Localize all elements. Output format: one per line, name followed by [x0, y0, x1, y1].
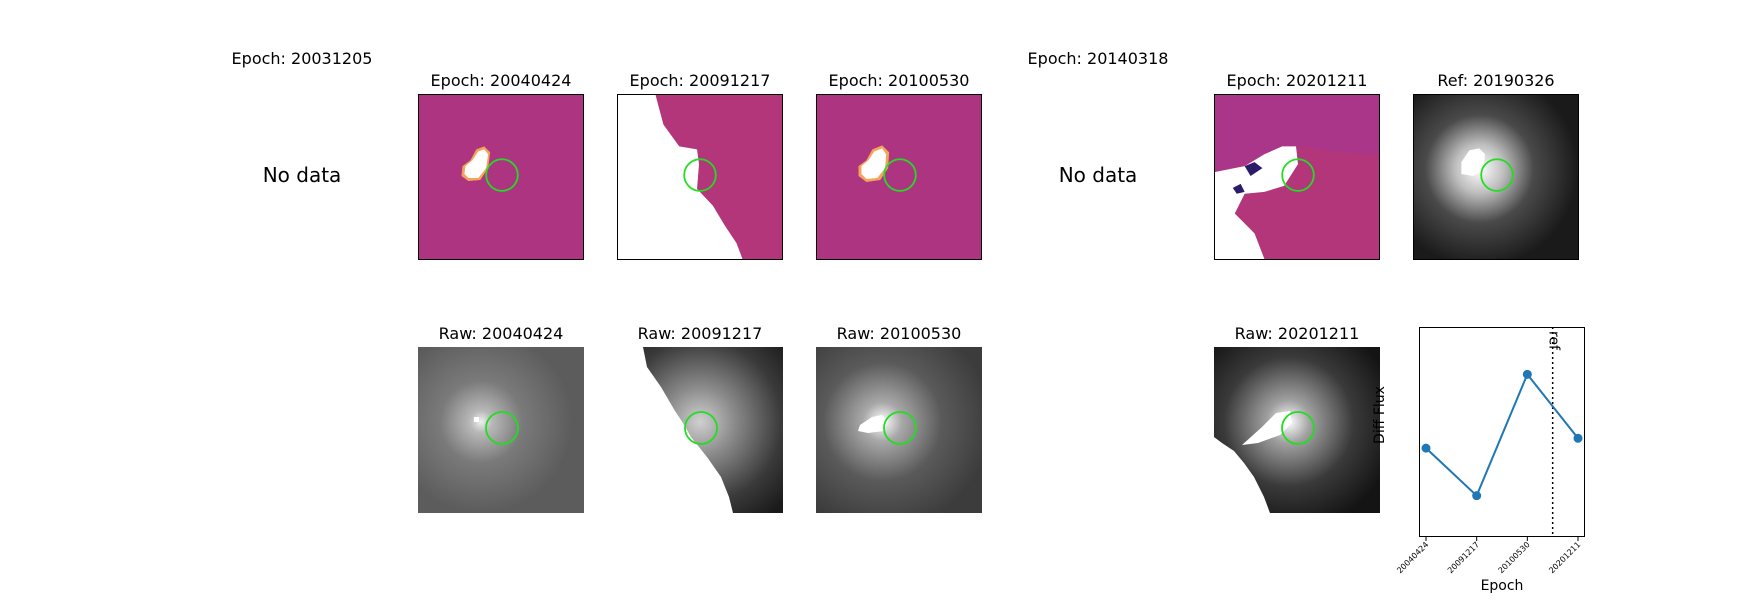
reference-line-label: ref — [1546, 331, 1562, 351]
data-point-20091217 — [1472, 491, 1482, 501]
y-axis-label: Diff Flux — [1372, 386, 1388, 444]
epoch-title-20201211: Epoch: 20201211 — [1226, 71, 1368, 90]
raw-title-20040424: Raw: 20040424 — [438, 324, 564, 343]
diff-image-20100530 — [816, 94, 982, 260]
raw-image-20100530 — [816, 347, 982, 513]
x-axis-ticks: 20040424 20091217 20100530 20201211 — [1395, 537, 1582, 575]
data-point-20100530 — [1522, 369, 1532, 379]
x-tick-label-20091217: 20091217 — [1446, 540, 1481, 575]
epoch-title-20100530: Epoch: 20100530 — [828, 71, 970, 90]
x-tick-label-20040424: 20040424 — [1395, 540, 1430, 575]
x-tick-label-20201211: 20201211 — [1547, 540, 1582, 575]
diff-image-20040424 — [418, 94, 584, 260]
x-axis-label: Epoch — [1480, 578, 1524, 594]
raw-title-20100530: Raw: 20100530 — [836, 324, 962, 343]
diff-image-20091217 — [617, 94, 783, 260]
raw-image-20201211 — [1214, 347, 1380, 513]
chart-frame — [1419, 327, 1585, 537]
data-point-20040424 — [1421, 443, 1431, 453]
epoch-title-20091217: Epoch: 20091217 — [629, 71, 771, 90]
series-line — [1425, 372, 1579, 498]
raw-image-20040424 — [418, 347, 584, 513]
no-data-label-20140318: No data — [1058, 163, 1138, 187]
epoch-title-20031205: Epoch: 20031205 — [231, 49, 373, 68]
diff-image-20201211 — [1214, 94, 1380, 260]
raw-image-20091217 — [617, 347, 783, 513]
epoch-title-20040424: Epoch: 20040424 — [430, 71, 572, 90]
series-points — [1421, 369, 1583, 501]
diff-flux-chart: ref 20040424 20091217 20100530 20201211 — [1395, 327, 1585, 575]
no-data-label-20031205: No data — [262, 163, 342, 187]
epoch-title-20140318: Epoch: 20140318 — [1027, 49, 1169, 68]
raw-title-20201211: Raw: 20201211 — [1234, 324, 1360, 343]
ref-image-20190326 — [1413, 94, 1579, 260]
x-tick-label-20100530: 20100530 — [1497, 540, 1532, 575]
ref-title-20190326: Ref: 20190326 — [1437, 71, 1555, 90]
data-point-20201211 — [1573, 433, 1583, 443]
raw-title-20091217: Raw: 20091217 — [637, 324, 763, 343]
